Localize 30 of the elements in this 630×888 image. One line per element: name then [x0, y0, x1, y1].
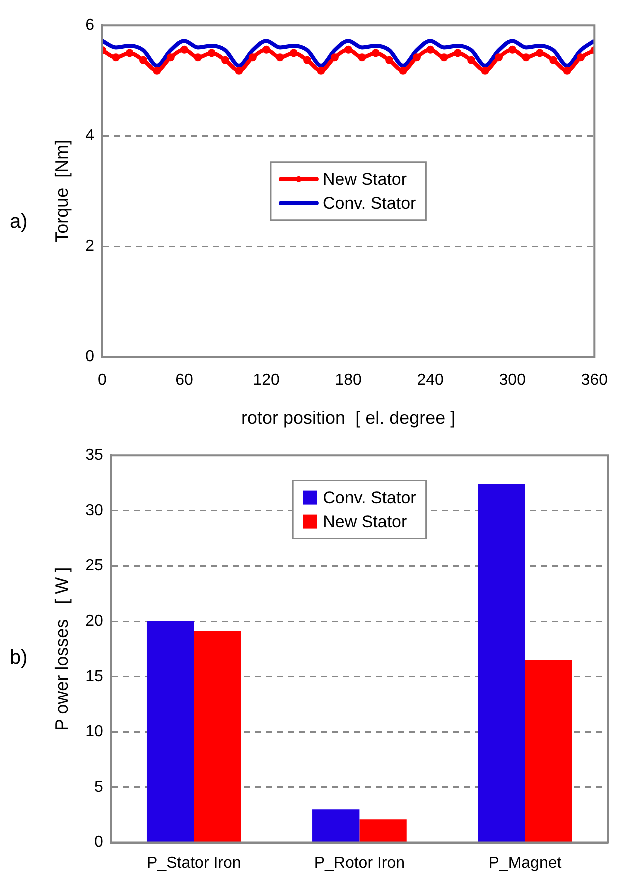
x-tick-label: 300: [499, 372, 526, 390]
y-axis-title: P ower losses [ W ]: [52, 567, 72, 732]
x-tick-label: P_Magnet: [488, 854, 562, 872]
y-tick-label: 20: [86, 612, 104, 630]
x-tick-label: 60: [176, 372, 194, 390]
y-tick-label: 30: [86, 502, 104, 520]
y-tick-label: 15: [86, 668, 104, 686]
y-tick-label: 0: [94, 834, 104, 852]
y-tick-label: 2: [86, 238, 95, 256]
x-tick-label: 180: [335, 372, 362, 390]
x-tick-label: P_Rotor Iron: [314, 854, 406, 872]
y-axis-title: Torque [Nm]: [52, 140, 72, 243]
x-tick-label: 120: [253, 372, 280, 390]
legend-label: New Stator: [322, 170, 408, 190]
y-tick-label: 0: [86, 348, 95, 366]
legend-label: Conv. Stator: [323, 488, 417, 508]
x-tick-label: 360: [581, 372, 608, 390]
x-tick-label: P_Stator Iron: [147, 854, 242, 872]
legend-label: New Stator: [323, 512, 408, 532]
text: b): [10, 647, 28, 670]
y-tick-label: 5: [94, 778, 104, 796]
y-tick-label: 10: [86, 724, 104, 741]
y-tick-label: 25: [86, 558, 104, 575]
text: a): [10, 211, 28, 234]
y-tick-label: 4: [86, 128, 95, 145]
x-tick-label: 240: [417, 372, 444, 390]
y-tick-label: 35: [86, 447, 104, 464]
y-tick-label: 6: [86, 17, 95, 34]
x-axis-title: rotor position [ el. degree ]: [242, 408, 456, 428]
legend-label: Conv. Stator: [322, 194, 417, 214]
